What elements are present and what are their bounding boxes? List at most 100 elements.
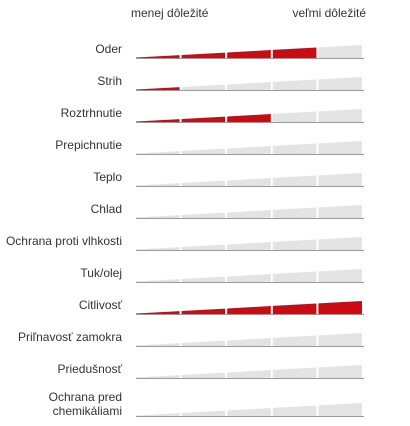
meter-segment-empty: [181, 340, 226, 347]
meter-segment-empty: [181, 84, 226, 91]
importance-meter-graphic: [136, 205, 362, 219]
meter-segment-empty: [227, 82, 271, 91]
meter-segment-empty: [272, 79, 317, 91]
rating-label-text: Ochrana pred chemikáliami: [48, 390, 122, 418]
importance-meter: [136, 295, 364, 315]
meter-segment-empty: [227, 146, 271, 155]
rating-label: Teplo: [0, 161, 122, 193]
rating-label: Tuk/olej: [0, 257, 122, 289]
meter-baseline: [136, 416, 364, 417]
meter-segment-empty: [272, 111, 317, 123]
importance-meter: [136, 135, 364, 155]
importance-meter-graphic: [136, 141, 362, 155]
importance-meter: [136, 327, 364, 347]
meter-baseline: [136, 250, 364, 251]
meter-segment-empty: [318, 403, 362, 417]
meter-baseline: [136, 282, 364, 283]
meter-segment-empty: [272, 175, 317, 187]
rating-row: Ochrana proti vlhkosti: [0, 225, 410, 257]
meter-baseline: [136, 314, 364, 315]
meter-segment-filled: [318, 301, 362, 315]
rating-row: Strih: [0, 65, 410, 97]
meter-segment-filled: [181, 116, 226, 123]
meter-segment-empty: [181, 372, 226, 379]
meter-segment-empty: [318, 77, 362, 91]
meter-segment-filled: [227, 306, 271, 315]
rating-label: Roztrhnutie: [0, 97, 122, 129]
meter-segment-empty: [272, 207, 317, 219]
meter-baseline: [136, 378, 364, 379]
meter-segment-filled: [272, 303, 317, 315]
meter-segment-empty: [318, 141, 362, 155]
importance-meter: [136, 359, 364, 379]
rating-label-text: Tuk/olej: [80, 266, 122, 280]
importance-meter: [136, 397, 364, 417]
rating-row: Citlivosť: [0, 289, 410, 321]
meter-segment-empty: [318, 365, 362, 379]
rating-label-text: Priedušnosť: [57, 362, 122, 376]
rating-label: Oder: [0, 33, 122, 65]
importance-meter-graphic: [136, 173, 362, 187]
rating-label: Priľnavosť zamokra: [0, 321, 122, 353]
importance-scale-header: menej dôležité veľmi dôležité: [0, 0, 410, 24]
importance-ratings-list: Oder Strih Roztrhnutie Prepichnutie Teplo Chl…: [0, 33, 410, 423]
rating-row: Prepichnutie: [0, 129, 410, 161]
importance-meter-graphic: [136, 301, 362, 315]
rating-label: Priedušnosť: [0, 353, 122, 385]
meter-segment-empty: [272, 271, 317, 283]
meter-segment-empty: [227, 210, 271, 219]
meter-segment-filled: [227, 114, 271, 123]
rating-row: Priľnavosť zamokra: [0, 321, 410, 353]
meter-segment-empty: [181, 244, 226, 251]
meter-segment-filled: [227, 50, 271, 59]
meter-segment-empty: [318, 237, 362, 251]
rating-label: Ochrana proti vlhkosti: [0, 225, 122, 257]
importance-meter-graphic: [136, 237, 362, 251]
meter-segment-empty: [227, 408, 271, 417]
meter-segment-empty: [318, 205, 362, 219]
rating-label: Ochrana pred chemikáliami: [0, 385, 122, 423]
meter-baseline: [136, 122, 364, 123]
importance-meter-graphic: [136, 109, 362, 123]
meter-segment-empty: [181, 276, 226, 283]
meter-segment-empty: [181, 148, 226, 155]
rating-row: Oder: [0, 33, 410, 65]
rating-label: Prepichnutie: [0, 129, 122, 161]
meter-segment-filled: [272, 47, 317, 59]
rating-row: Tuk/olej: [0, 257, 410, 289]
meter-segment-empty: [272, 239, 317, 251]
meter-segment-empty: [227, 242, 271, 251]
meter-segment-empty: [318, 333, 362, 347]
scale-high-label: veľmi dôležité: [292, 6, 366, 20]
meter-segment-filled: [181, 52, 226, 59]
meter-segment-empty: [318, 109, 362, 123]
importance-meter: [136, 103, 364, 123]
importance-meter: [136, 167, 364, 187]
rating-label-text: Strih: [97, 74, 122, 88]
rating-label-text: Ochrana proti vlhkosti: [5, 234, 122, 248]
meter-segment-empty: [227, 274, 271, 283]
scale-low-label: menej dôležité: [131, 6, 209, 20]
meter-baseline: [136, 186, 364, 187]
importance-meter-graphic: [136, 77, 362, 91]
meter-segment-empty: [272, 367, 317, 379]
meter-baseline: [136, 90, 364, 91]
meter-segment-empty: [227, 178, 271, 187]
meter-segment-empty: [181, 410, 226, 417]
meter-baseline: [136, 154, 364, 155]
meter-segment-empty: [318, 269, 362, 283]
importance-meter-graphic: [136, 269, 362, 283]
meter-segment-empty: [318, 45, 362, 59]
meter-segment-filled: [181, 308, 226, 315]
rating-row: Chlad: [0, 193, 410, 225]
importance-meter: [136, 71, 364, 91]
importance-meter: [136, 39, 364, 59]
rating-label-text: Prepichnutie: [55, 138, 122, 152]
rating-row: Roztrhnutie: [0, 97, 410, 129]
importance-meter: [136, 199, 364, 219]
meter-baseline: [136, 58, 364, 59]
meter-segment-empty: [227, 370, 271, 379]
importance-meter-graphic: [136, 403, 362, 417]
meter-segment-empty: [272, 143, 317, 155]
meter-segment-empty: [272, 405, 317, 417]
